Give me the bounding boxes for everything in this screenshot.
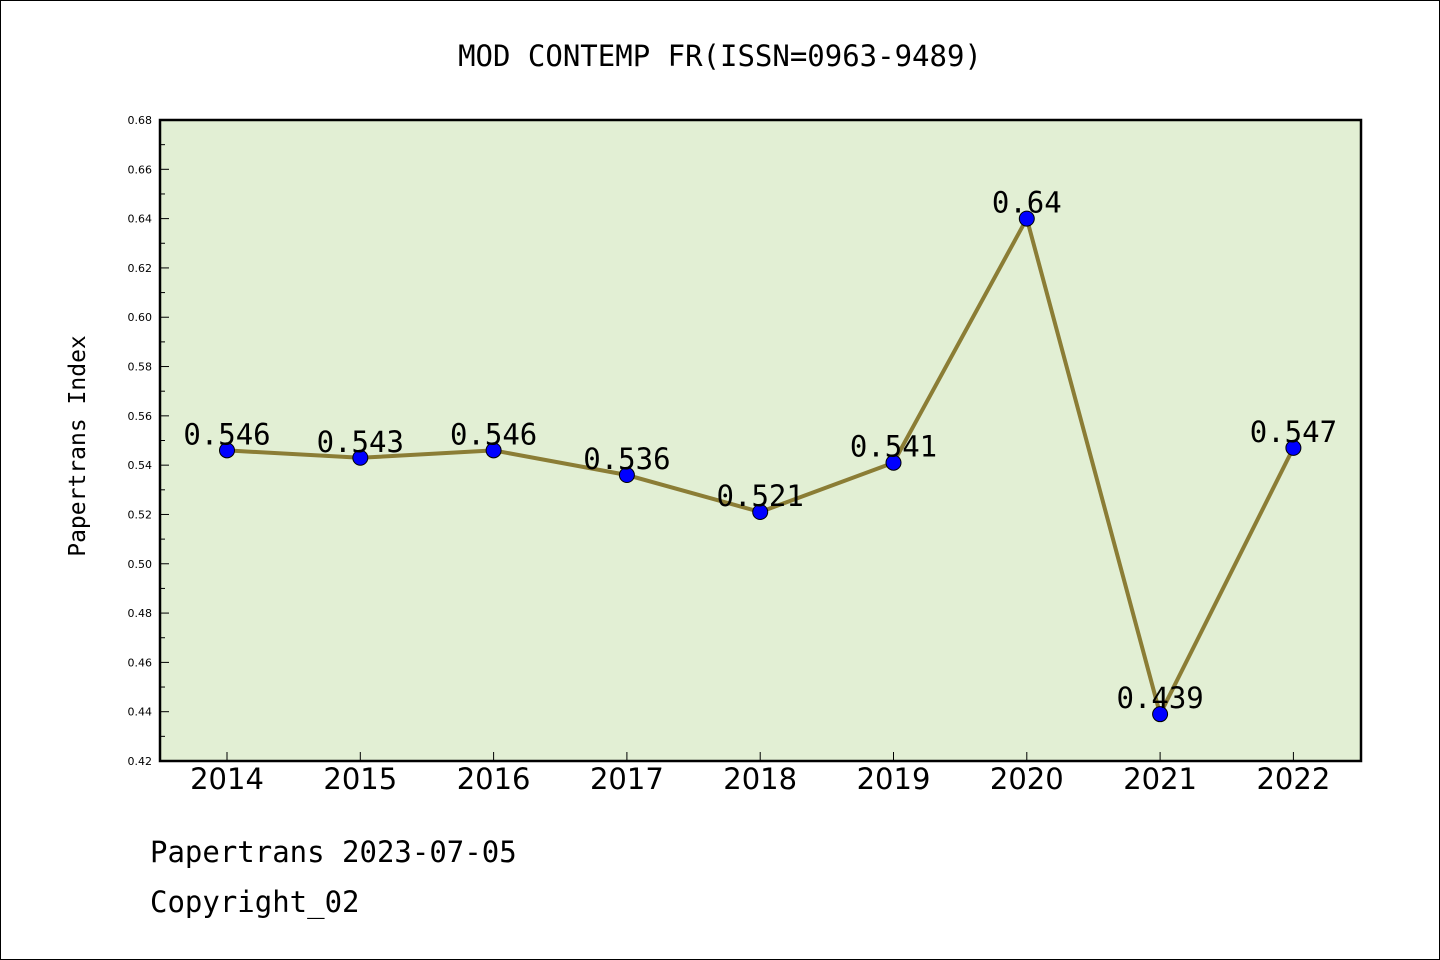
y-tick-label: 0.66: [128, 163, 153, 176]
data-label: 0.521: [717, 479, 804, 513]
data-label: 0.546: [450, 417, 537, 451]
data-label: 0.547: [1250, 415, 1337, 449]
y-tick-label: 0.54: [128, 459, 153, 472]
x-tick-label: 2015: [323, 762, 397, 796]
plot-area: [158, 118, 1363, 763]
data-label: 0.541: [850, 430, 937, 464]
footer-date: Papertrans 2023-07-05: [150, 835, 517, 869]
data-point: [1152, 706, 1169, 723]
y-tick-label: 0.50: [128, 558, 153, 571]
data-point: [885, 454, 902, 471]
series-layer: 0.546 0.543 0.546 0.536 0.521 0.541 0.64 0.439 0…: [183, 186, 1337, 723]
y-tick-label: 0.60: [128, 311, 153, 324]
y-tick-label: 0.58: [128, 361, 153, 374]
y-tick-label: 0.62: [128, 262, 153, 275]
data-label: 0.546: [183, 417, 270, 451]
y-tick-label: 0.44: [128, 706, 153, 719]
x-tick-label: 2016: [457, 762, 531, 796]
data-label: 0.536: [583, 442, 670, 476]
x-tick-label: 2018: [723, 762, 797, 796]
data-point: [219, 442, 235, 459]
y-tick-label: 0.56: [128, 410, 153, 423]
chart-title: MOD CONTEMP FR(ISSN=0963-9489): [458, 39, 982, 73]
data-point: [618, 467, 635, 484]
y-tick-label: 0.42: [128, 755, 153, 768]
data-point: [352, 449, 369, 466]
x-tick-label: 2022: [1256, 762, 1330, 796]
x-tick-label: 2014: [190, 762, 264, 796]
y-tick-label: 0.64: [128, 213, 153, 226]
data-label: 0.439: [1116, 681, 1203, 715]
footer-copyright: Copyright_02: [150, 885, 360, 919]
data-point: [752, 503, 769, 520]
x-tick-label: 2017: [590, 762, 664, 796]
x-tick-label: 2019: [857, 762, 931, 796]
data-point: [485, 442, 502, 459]
y-tick-label: 0.68: [128, 114, 153, 127]
y-axis: 0.42 0.44 0.46 0.48 0.50 0.52 0.54 0.56 0.58 0.60…: [128, 114, 169, 768]
y-tick-label: 0.48: [128, 607, 153, 620]
data-point: [1018, 210, 1035, 227]
data-label: 0.64: [992, 186, 1062, 220]
y-tick-label: 0.52: [128, 508, 153, 521]
y-tick-label: 0.46: [128, 656, 153, 669]
x-tick-label: 2021: [1123, 762, 1197, 796]
x-axis: 2014 2015 2016 2017 2018 2019 2020 2021 2022: [190, 752, 1330, 796]
data-point: [1285, 439, 1302, 456]
y-axis-label: Papertrans Index: [65, 335, 91, 557]
data-label: 0.543: [317, 425, 404, 459]
x-tick-label: 2020: [990, 762, 1064, 796]
